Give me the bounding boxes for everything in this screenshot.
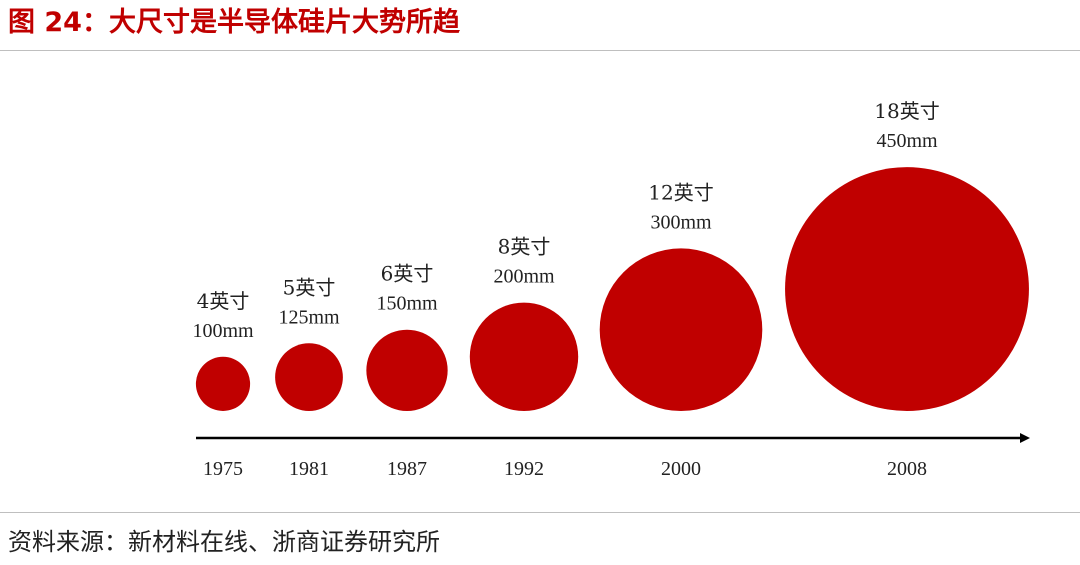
wafer-mm-label-1975: 100mm [192, 320, 254, 342]
figure-title: 图 24：大尺寸是半导体硅片大势所趋 [8, 7, 460, 38]
wafer-inch-label-1987: 6英寸 [381, 262, 434, 286]
bottom-divider [0, 512, 1080, 513]
source-note: 资料来源：新材料在线、浙商证券研究所 [8, 528, 440, 556]
wafer-circle-1981 [275, 343, 343, 411]
wafer-mm-label-2000: 300mm [650, 211, 712, 233]
wafer-circle-1992 [469, 302, 579, 411]
wafer-mm-label-2008: 450mm [876, 130, 938, 152]
wafer-circle-1975 [195, 356, 251, 411]
year-label-1981: 1981 [289, 458, 329, 480]
year-label-1987: 1987 [387, 458, 427, 480]
wafer-mm-label-1992: 200mm [493, 266, 555, 288]
year-label-1992: 1992 [504, 458, 544, 480]
wafer-inch-label-2000: 12英寸 [648, 180, 713, 204]
year-label-2000: 2000 [661, 458, 701, 480]
timeline-arrowhead [1020, 433, 1030, 443]
top-divider [0, 50, 1080, 51]
wafer-inch-label-1975: 4英寸 [197, 289, 250, 313]
wafer-inch-label-1992: 8英寸 [498, 235, 551, 259]
wafer-mm-label-1981: 125mm [278, 306, 340, 328]
wafer-circle-1987 [366, 329, 448, 411]
wafer-circles [195, 167, 1029, 411]
wafer-inch-label-1981: 5英寸 [283, 275, 336, 299]
year-tick-labels: 1975 1981 1987 1992 2000 2008 [203, 458, 927, 480]
year-label-1975: 1975 [203, 458, 243, 480]
wafer-circle-2000 [599, 248, 763, 411]
wafer-labels: 4英寸 100mm 5英寸 125mm 6英寸 150mm 8英寸 200mm 12英寸 300m… [192, 99, 939, 342]
wafer-inch-label-2008: 18英寸 [874, 99, 939, 123]
wafer-mm-label-1987: 150mm [376, 293, 438, 315]
timeline-axis [196, 433, 1030, 443]
year-label-2008: 2008 [887, 458, 927, 480]
wafer-circle-2008 [785, 167, 1029, 411]
wafer-size-timeline-chart: 4英寸 100mm 5英寸 125mm 6英寸 150mm 8英寸 200mm 12英寸 300m… [192, 99, 1030, 480]
